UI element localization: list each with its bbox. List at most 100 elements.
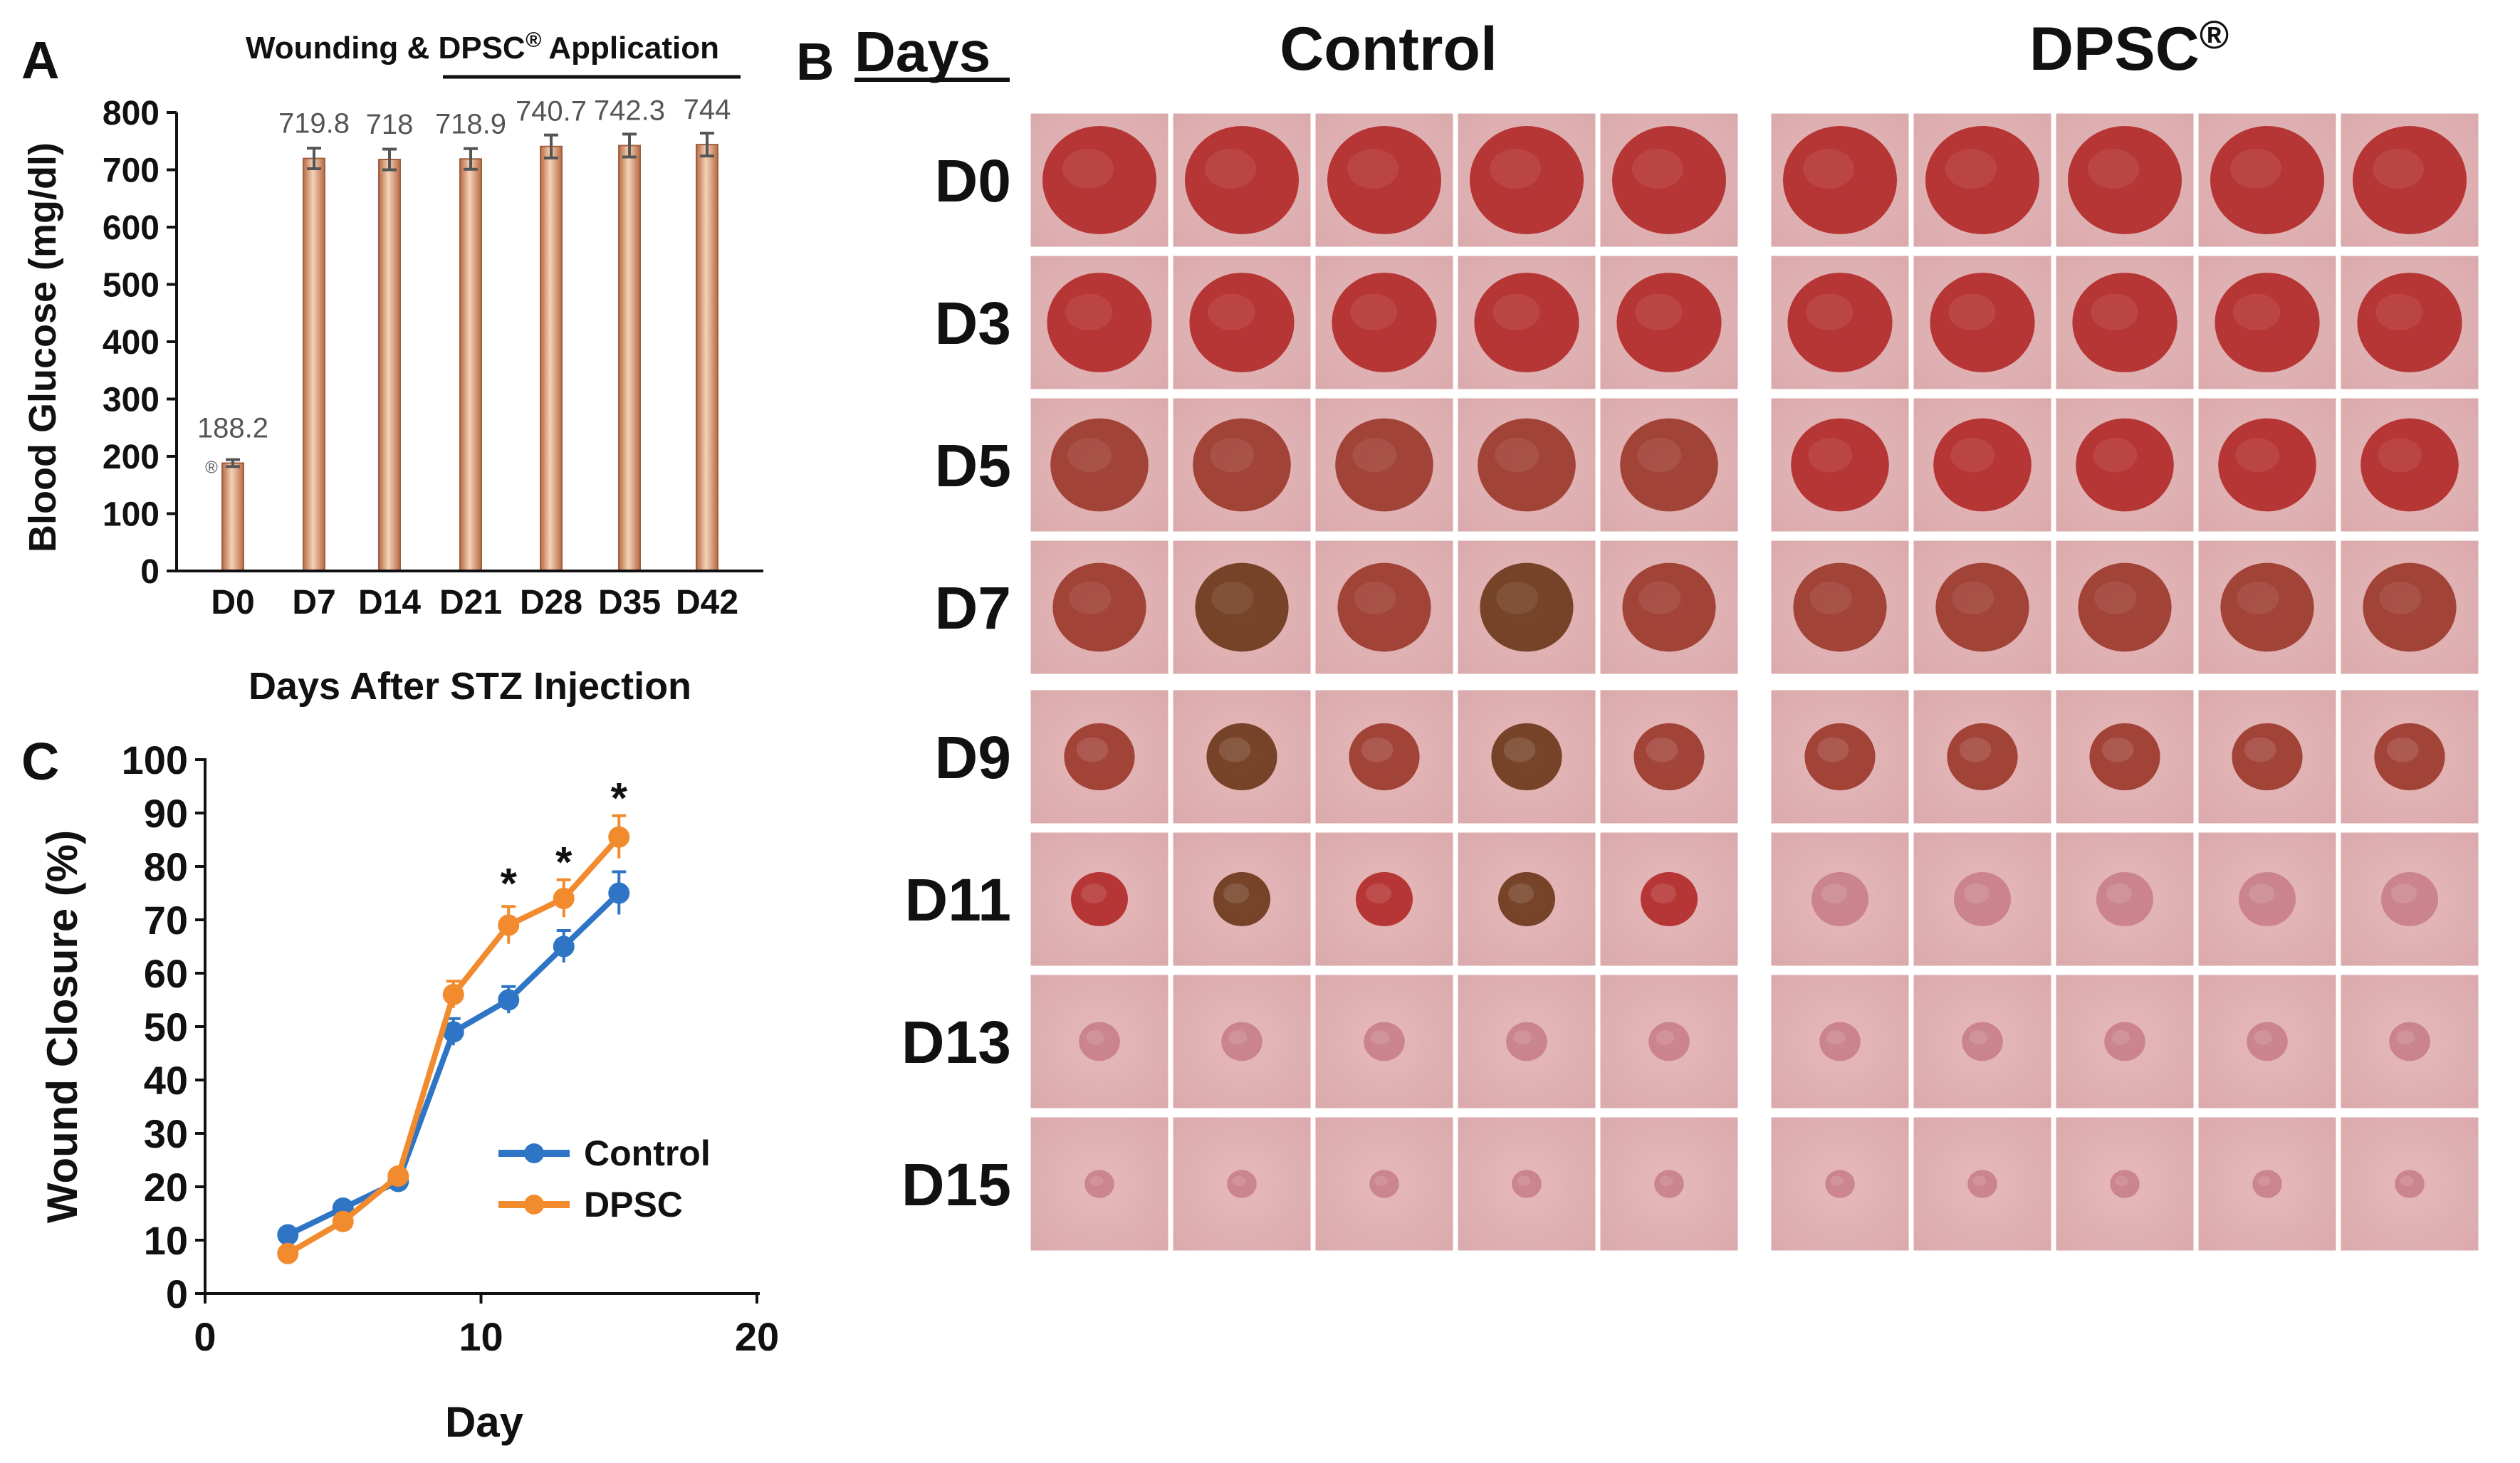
panel-c-y-tick-label: 40: [144, 1058, 188, 1103]
panel-c-y-tick-label: 10: [144, 1218, 188, 1263]
legend-control-marker: [524, 1143, 544, 1163]
panel-a-value-label: 744: [684, 94, 731, 125]
wound-photo-dpsc-d0-5: [2338, 111, 2481, 249]
wound-photo-dpsc-d9-5: [2338, 688, 2481, 826]
panel-c-significance-star: *: [501, 860, 518, 908]
wound-photo-dpsc-d11-2: [1911, 830, 2054, 968]
panel-c-significance-star: *: [611, 775, 628, 822]
panel-c-x-tick-label: 20: [735, 1314, 779, 1359]
panel-c-significance-star: *: [555, 839, 573, 886]
panel-c-y-tick-label: 50: [144, 1005, 188, 1049]
panel-c-point-dpsc: [277, 1242, 299, 1264]
wound-photo-dpsc-d7-4: [2196, 538, 2338, 676]
wound-photo-control-d5-3: [1313, 396, 1455, 534]
panel-c-x-tick-label: 10: [459, 1314, 503, 1359]
panel-c-point-control: [277, 1224, 299, 1246]
panel-a-y-ticks: 0 100 200 300 400 500 600 700 800: [103, 95, 177, 591]
panel-a-value-label: 740.7: [516, 96, 587, 127]
wound-photo-control-d0-3: [1313, 111, 1455, 249]
panel-b-wound-photos: B Days Control DPSC® D0 D3 D5 D7 D9 D11 D13 D15: [796, 12, 2481, 1253]
wound-photo-control-d5-2: [1171, 396, 1313, 534]
wound-photo-dpsc-d0-4: [2196, 111, 2338, 249]
wound-photo-dpsc-d5-3: [2054, 396, 2196, 534]
wound-photo-control-d7-1: [1028, 538, 1171, 676]
wound-photo-dpsc-d5-4: [2196, 396, 2338, 534]
wound-photo-control-d3-2: [1171, 253, 1313, 392]
panel-c-y-tick-label: 80: [144, 844, 188, 889]
panel-c-point-dpsc: [332, 1210, 354, 1232]
wound-photo-control-d9-2: [1171, 688, 1313, 826]
row-label-d3: D3: [935, 290, 1011, 357]
legend-dpsc-marker: [524, 1195, 544, 1215]
wound-photo-dpsc-d13-5: [2338, 972, 2481, 1111]
wound-photo-dpsc-d5-5: [2338, 396, 2481, 534]
wound-photo-dpsc-d3-3: [2054, 253, 2196, 392]
row-label-d0: D0: [935, 147, 1011, 214]
panel-a-bar-D14: [378, 159, 401, 572]
panel-c-y-tick-label: 0: [166, 1271, 188, 1316]
wound-photo-dpsc-d3-2: [1911, 253, 2054, 392]
panel-a-y-tick-label: 0: [140, 553, 160, 591]
wound-photo-control-d13-2: [1171, 972, 1313, 1111]
panel-b-photo-grid: [1028, 111, 2481, 1253]
group-title-control: Control: [1280, 15, 1497, 83]
wound-photo-dpsc-d3-5: [2338, 253, 2481, 392]
wound-photo-control-d11-5: [1598, 830, 1740, 968]
wound-photo-dpsc-d9-4: [2196, 688, 2338, 826]
wound-photo-control-d3-3: [1313, 253, 1455, 392]
panel-a-x-tick-label: D7: [292, 584, 335, 622]
panel-a-x-tick-label: D14: [358, 584, 421, 622]
group-title-dpsc: DPSC®: [2029, 12, 2229, 83]
wound-photo-control-d3-1: [1028, 253, 1171, 392]
row-label-d13: D13: [901, 1009, 1011, 1076]
wound-photo-dpsc-d13-4: [2196, 972, 2338, 1111]
panel-c-y-tick-label: 20: [144, 1165, 188, 1210]
wound-photo-dpsc-d5-2: [1911, 396, 2054, 534]
panel-a-y-tick-label: 400: [103, 324, 160, 362]
row-label-d15: D15: [901, 1151, 1011, 1218]
row-label-d7: D7: [935, 575, 1011, 641]
wound-photo-dpsc-d15-5: [2338, 1115, 2481, 1253]
panel-c-point-dpsc: [553, 888, 575, 909]
panel-a-bar-D21: [459, 158, 482, 572]
panel-a-value-label: 718: [366, 109, 414, 140]
row-label-d11: D11: [905, 866, 1011, 933]
panel-a-x-tick-label: D21: [439, 584, 502, 622]
panel-c-point-control: [498, 989, 520, 1011]
wound-photo-dpsc-d9-2: [1911, 688, 2054, 826]
panel-a-y-tick-label: 100: [103, 496, 160, 534]
wound-photo-control-d15-1: [1028, 1115, 1171, 1253]
panel-c-y-tick-label: 70: [144, 898, 188, 943]
panel-c-point-control: [442, 1021, 464, 1043]
panel-c-series: [277, 814, 630, 1264]
wound-photo-control-d13-5: [1598, 972, 1740, 1111]
wound-photo-dpsc-d0-3: [2054, 111, 2196, 249]
wound-photo-control-d9-1: [1028, 688, 1171, 826]
panel-a-x-axis-label: Days After STZ Injection: [249, 665, 691, 708]
panel-a-value-label: 719.8: [278, 108, 350, 140]
panel-c-point-dpsc: [442, 984, 464, 1005]
wound-photo-control-d3-4: [1455, 253, 1598, 392]
wound-photo-control-d7-5: [1598, 538, 1740, 676]
wound-photo-control-d9-3: [1313, 688, 1455, 826]
wound-photo-control-d9-4: [1455, 688, 1598, 826]
wound-photo-dpsc-d15-3: [2054, 1115, 2196, 1253]
wound-photo-dpsc-d15-1: [1769, 1115, 1911, 1253]
days-heading: Days: [854, 20, 990, 83]
panel-a-letter: A: [21, 31, 59, 90]
wound-photo-dpsc-d3-1: [1769, 253, 1911, 392]
wound-photo-dpsc-d0-2: [1911, 111, 2054, 249]
wound-photo-control-d0-2: [1171, 111, 1313, 249]
wound-photo-dpsc-d11-1: [1769, 830, 1911, 968]
panel-c-y-axis-label: Wound Closure (%): [38, 830, 86, 1223]
row-label-d5: D5: [935, 432, 1011, 499]
wound-photo-control-d11-1: [1028, 830, 1171, 968]
panel-c-x-tick-label: 0: [194, 1314, 216, 1359]
panel-b-letter: B: [796, 32, 834, 91]
panel-a-y-tick-label: 300: [103, 382, 160, 419]
wound-photo-control-d11-4: [1455, 830, 1598, 968]
panel-a-y-tick-label: 600: [103, 209, 160, 247]
panel-a-y-tick-label: 800: [103, 95, 160, 132]
wound-photo-control-d11-3: [1313, 830, 1455, 968]
